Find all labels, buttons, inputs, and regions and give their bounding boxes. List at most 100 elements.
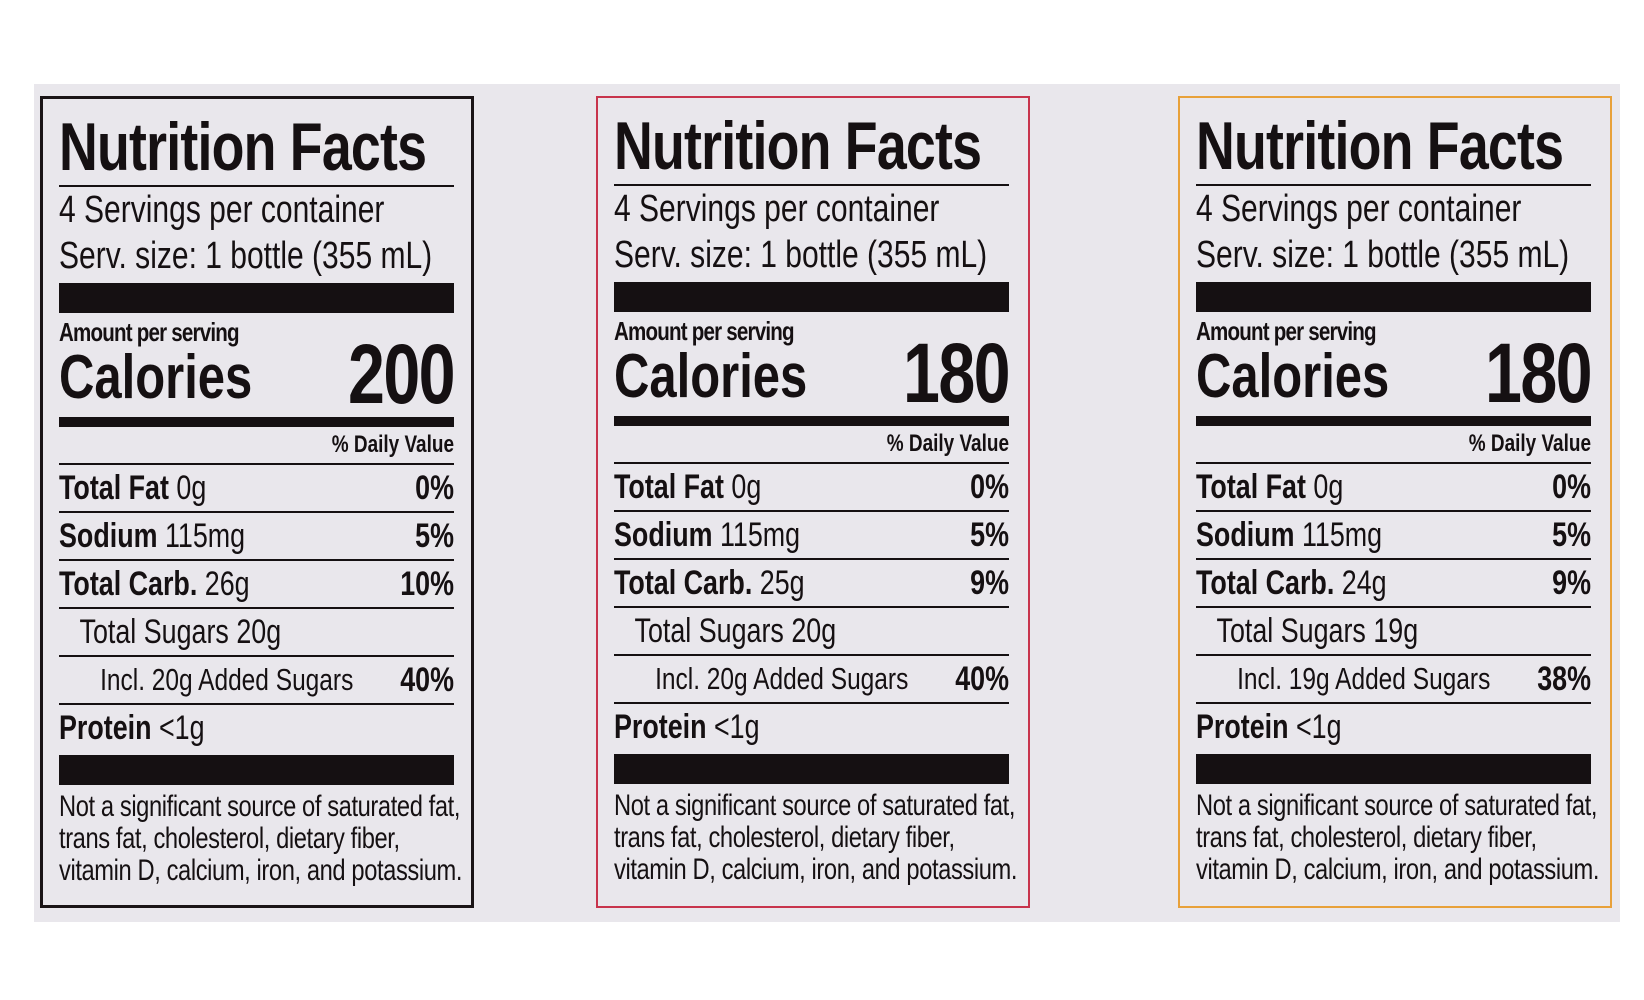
nutrient-row: Protein <1g <box>1196 702 1591 750</box>
calories-label: Calories <box>614 342 808 411</box>
nutrient-row: Total Sugars 20g <box>59 607 454 655</box>
nutrition-label: Nutrition Facts 4 Servings per container S… <box>596 96 1030 908</box>
nutrient-amount: 0g <box>731 467 762 506</box>
nutrient-name: Total Sugars <box>634 611 784 650</box>
nutrient-name: Sodium <box>59 516 158 555</box>
footnote-line: trans fat, cholesterol, dietary fiber, <box>59 822 400 855</box>
amount-label: Amount per serving <box>59 317 240 347</box>
thick-rule <box>1196 282 1591 312</box>
nutrient-name: Protein <box>1196 707 1289 746</box>
nutrient-name: Total Carb. <box>1196 563 1335 602</box>
daily-value: 10% <box>400 564 454 603</box>
daily-value-header: % Daily Value <box>1468 430 1591 457</box>
nutrient: Total Carb. 25g <box>614 564 805 603</box>
daily-value-header: % Daily Value <box>331 431 454 458</box>
label-content: Nutrition Facts 4 Servings per container S… <box>1196 108 1600 886</box>
daily-value: 9% <box>1552 563 1591 602</box>
serving-size: Serv. size: 1 bottle (355 mL) <box>1196 234 1570 276</box>
serving-size: Serv. size: 1 bottle (355 mL) <box>614 234 988 276</box>
thick-rule <box>59 755 454 785</box>
nutrient-amount: 20g <box>236 612 282 651</box>
thick-rule <box>59 283 454 313</box>
thick-rule <box>614 282 1009 312</box>
nutrient: Total Carb. 26g <box>59 565 250 604</box>
daily-value: 40% <box>400 660 454 699</box>
thick-rule <box>614 754 1009 784</box>
nutrient-row: Protein <1g <box>614 702 1009 750</box>
amount-label: Amount per serving <box>1196 316 1377 346</box>
nutrient: Total Sugars 20g <box>614 611 837 651</box>
nutrition-label: Nutrition Facts 4 Servings per container S… <box>40 96 474 908</box>
nutrient: Protein <1g <box>1196 708 1342 747</box>
nutrient-row: Incl. 20g Added Sugars 40% <box>59 655 454 703</box>
footnote-line: vitamin D, calcium, iron, and potassium. <box>1196 853 1600 886</box>
nutrient: Total Sugars 19g <box>1196 611 1419 651</box>
nutrient-row: Sodium 115mg 5% <box>59 511 454 559</box>
label-title: Nutrition Facts <box>59 109 454 187</box>
nutrient: Incl. 20g Added Sugars <box>614 661 908 697</box>
footnote-line: Not a significant source of saturated fa… <box>614 789 1016 822</box>
daily-value: 5% <box>1552 515 1591 554</box>
calories-row: Calories 200 <box>59 332 456 416</box>
nutrient-amount: 115mg <box>1301 515 1383 554</box>
footnote-line: Not a significant source of saturated fa… <box>59 790 461 823</box>
label-title: Nutrition Facts <box>1196 108 1591 186</box>
nutrient-amount: 115mg <box>719 515 801 554</box>
daily-value: 9% <box>970 563 1009 602</box>
nutrient-name: Protein <box>59 708 152 747</box>
nutrient-name: Incl. 20g Added Sugars <box>655 661 909 696</box>
nutrient-name: Sodium <box>614 515 713 554</box>
daily-value: 0% <box>1552 467 1591 506</box>
nutrient-row: Protein <1g <box>59 703 454 751</box>
daily-value: 5% <box>415 516 454 555</box>
nutrient-row: Total Carb. 25g 9% <box>614 558 1009 606</box>
nutrient-row: Total Sugars 20g <box>614 606 1009 654</box>
footnote-line: vitamin D, calcium, iron, and potassium. <box>59 854 463 887</box>
nutrient-amount: <1g <box>1295 707 1342 746</box>
nutrient-name: Total Fat <box>614 467 724 506</box>
nutrient: Sodium 115mg <box>614 516 800 555</box>
nutrient-amount: 26g <box>204 564 250 603</box>
nutrient-amount: 115mg <box>164 516 246 555</box>
calories-row: Calories 180 <box>614 331 1011 415</box>
nutrient: Incl. 20g Added Sugars <box>59 662 353 698</box>
servings: 4 Servings per container <box>59 189 385 231</box>
daily-value-header: % Daily Value <box>886 430 1009 457</box>
nutrient-row: Total Carb. 26g 10% <box>59 559 454 607</box>
nutrient-row: Total Carb. 24g 9% <box>1196 558 1591 606</box>
daily-value: 38% <box>1537 659 1591 698</box>
nutrient-amount: 25g <box>759 563 805 602</box>
calories-row: Calories 180 <box>1196 331 1593 415</box>
footnote-line: vitamin D, calcium, iron, and potassium. <box>614 853 1018 886</box>
servings: 4 Servings per container <box>1196 188 1522 230</box>
nutrient-amount: 19g <box>1373 611 1419 650</box>
daily-value: 5% <box>970 515 1009 554</box>
footnote-line: trans fat, cholesterol, dietary fiber, <box>614 821 955 854</box>
nutrient-row: Total Fat 0g 0% <box>59 463 454 511</box>
nutrient-row: Sodium 115mg 5% <box>1196 510 1591 558</box>
nutrient-name: Total Carb. <box>614 563 753 602</box>
nutrient-name: Total Sugars <box>1216 611 1366 650</box>
nutrient-amount: 20g <box>791 611 837 650</box>
label-content: Nutrition Facts 4 Servings per container S… <box>614 108 1018 886</box>
calories-value: 200 <box>348 327 456 421</box>
nutrient: Total Fat 0g <box>614 468 761 507</box>
nutrient-row: Incl. 20g Added Sugars 40% <box>614 654 1009 702</box>
nutrient-row: Incl. 19g Added Sugars 38% <box>1196 654 1591 702</box>
nutrient-row: Total Fat 0g 0% <box>614 462 1009 510</box>
nutrient: Protein <1g <box>59 709 205 748</box>
medium-rule <box>1196 416 1591 426</box>
nutrition-label: Nutrition Facts 4 Servings per container S… <box>1178 96 1612 908</box>
nutrient: Total Fat 0g <box>59 469 206 508</box>
footnote-line: trans fat, cholesterol, dietary fiber, <box>1196 821 1537 854</box>
daily-value: 40% <box>955 659 1009 698</box>
daily-value: 0% <box>415 468 454 507</box>
servings: 4 Servings per container <box>614 188 940 230</box>
nutrient-amount: 24g <box>1341 563 1387 602</box>
calories-value: 180 <box>903 326 1011 420</box>
nutrient: Incl. 19g Added Sugars <box>1196 661 1490 697</box>
nutrient-amount: <1g <box>158 708 205 747</box>
calories-label: Calories <box>59 343 253 412</box>
